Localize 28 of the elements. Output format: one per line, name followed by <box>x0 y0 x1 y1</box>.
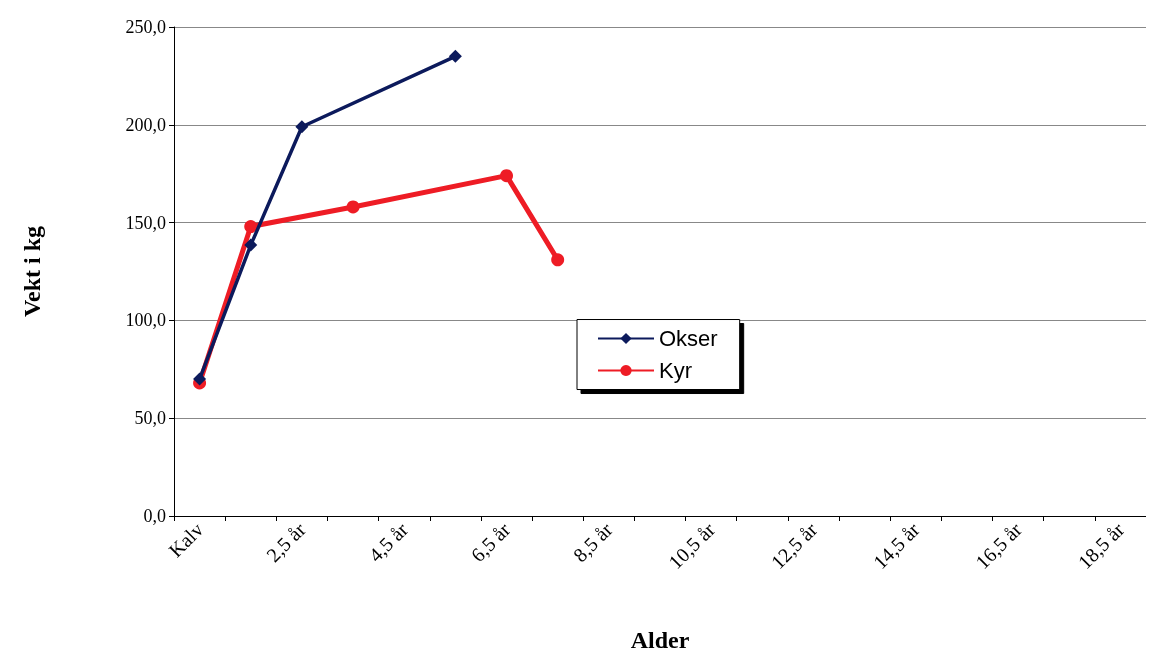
legend-label: Kyr <box>659 358 692 384</box>
point <box>244 220 258 234</box>
x-tick-label: 14,5 år <box>868 517 924 574</box>
point <box>193 372 207 386</box>
point <box>346 200 360 214</box>
point <box>295 120 309 134</box>
x-axis-title: Alder <box>630 627 690 653</box>
x-tick-label: 4,5 år <box>364 517 413 566</box>
x-tick-label: 8,5 år <box>568 517 617 566</box>
y-tick-label: 100,0 <box>125 310 166 331</box>
point <box>448 49 462 63</box>
x-tick-label: 12,5 år <box>766 517 822 574</box>
y-tick-label: 150,0 <box>125 212 166 233</box>
y-tick-label: 0,0 <box>143 506 166 526</box>
point <box>244 238 258 252</box>
x-tick-label: 16,5 år <box>971 517 1027 574</box>
point <box>551 253 565 267</box>
x-tick-label: 6,5 år <box>466 517 515 566</box>
y-tick-label: 50,0 <box>134 408 166 429</box>
y-axis-title: Vekt i kg <box>19 225 45 318</box>
x-tick-label: 2,5 år <box>261 517 310 566</box>
y-tick-label: 250,0 <box>125 17 166 37</box>
point <box>500 169 514 183</box>
x-tick-label: Kalv <box>164 518 208 562</box>
y-tick-label: 200,0 <box>125 114 166 135</box>
legend-label: Okser <box>659 326 718 352</box>
x-tick-label: 18,5 år <box>1073 517 1129 574</box>
x-tick-label: 10,5 år <box>664 517 720 574</box>
